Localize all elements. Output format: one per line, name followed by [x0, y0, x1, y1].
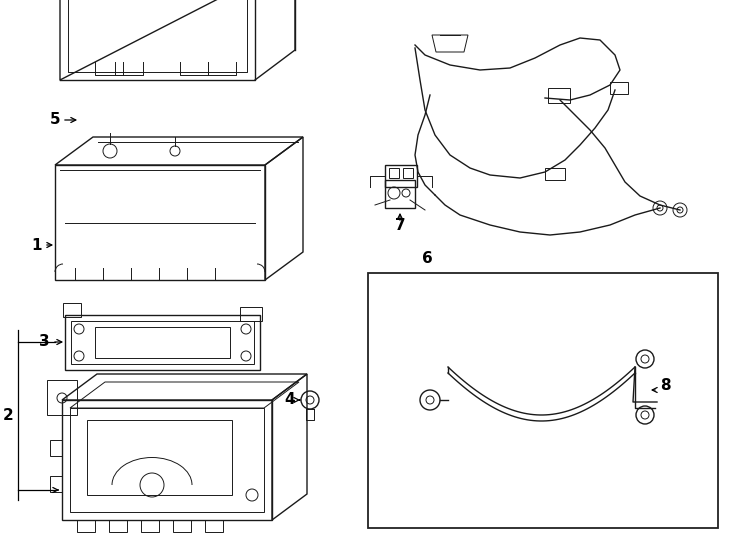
- Bar: [240, 307, 262, 321]
- Bar: [545, 168, 565, 180]
- Text: 3: 3: [40, 334, 50, 349]
- Bar: [389, 168, 399, 178]
- Bar: [548, 88, 570, 103]
- Text: 7: 7: [395, 218, 405, 233]
- Bar: [65, 315, 260, 370]
- Bar: [368, 273, 718, 528]
- Bar: [95, 327, 230, 358]
- Bar: [385, 165, 417, 187]
- Bar: [71, 321, 254, 364]
- Bar: [109, 520, 127, 532]
- Text: 4: 4: [284, 393, 295, 408]
- Text: 8: 8: [660, 377, 671, 393]
- Bar: [205, 520, 223, 532]
- Bar: [385, 180, 415, 208]
- Bar: [173, 520, 191, 532]
- Bar: [610, 82, 628, 94]
- Text: 2: 2: [3, 408, 14, 422]
- Text: 6: 6: [422, 251, 432, 266]
- Bar: [77, 520, 95, 532]
- Bar: [141, 520, 159, 532]
- Bar: [63, 303, 81, 317]
- Text: 1: 1: [32, 238, 42, 253]
- Text: 5: 5: [49, 112, 60, 127]
- Bar: [87, 420, 232, 495]
- Bar: [50, 476, 62, 492]
- Bar: [403, 168, 413, 178]
- Bar: [70, 408, 264, 512]
- Bar: [50, 440, 62, 456]
- Bar: [47, 380, 77, 415]
